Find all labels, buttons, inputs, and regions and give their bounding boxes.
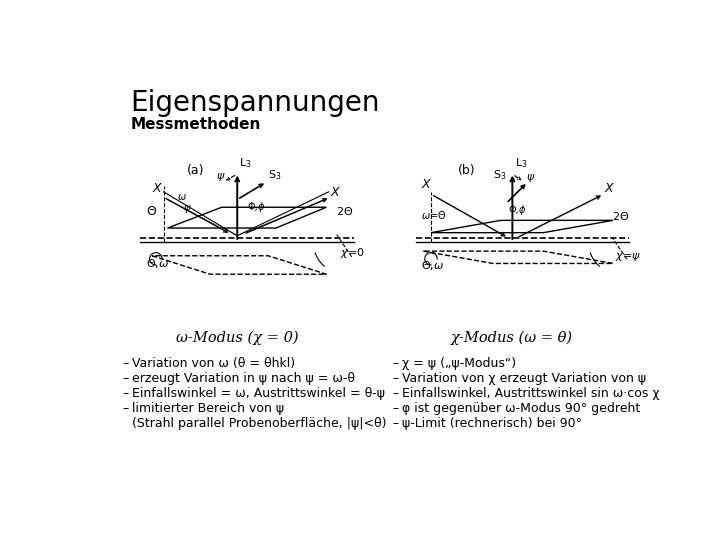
Text: –: – <box>122 357 129 370</box>
Text: $\chi$=0: $\chi$=0 <box>340 246 364 260</box>
Text: –: – <box>392 387 398 401</box>
Text: $X$: $X$ <box>421 178 432 191</box>
Text: –: – <box>122 402 129 415</box>
Text: Einfallswinkel = ω, Austrittswinkel = θ-ψ: Einfallswinkel = ω, Austrittswinkel = θ-… <box>132 387 385 401</box>
Text: $\omega$=$\Theta$: $\omega$=$\Theta$ <box>421 209 446 221</box>
Text: $\psi$: $\psi$ <box>215 171 225 183</box>
Text: $\Theta$,$\omega$: $\Theta$,$\omega$ <box>145 256 169 269</box>
Text: $\Theta$,$\omega$: $\Theta$,$\omega$ <box>421 259 444 272</box>
Text: S$_3$: S$_3$ <box>269 168 282 182</box>
Text: $\Phi$,$\phi$: $\Phi$,$\phi$ <box>508 202 527 217</box>
Text: –: – <box>122 387 129 401</box>
Text: φ ist gegenüber ω-Modus 90° gedreht: φ ist gegenüber ω-Modus 90° gedreht <box>402 402 640 415</box>
Text: Variation von χ erzeugt Variation von ψ: Variation von χ erzeugt Variation von ψ <box>402 373 646 386</box>
Text: ψ-Limit (rechnerisch) bei 90°: ψ-Limit (rechnerisch) bei 90° <box>402 417 582 430</box>
Text: Einfallswinkel, Austrittswinkel sin ω·cos χ: Einfallswinkel, Austrittswinkel sin ω·co… <box>402 387 660 401</box>
Text: Eigenspannungen: Eigenspannungen <box>130 90 380 117</box>
Text: –: – <box>122 373 129 386</box>
Text: ω-Modus (χ = 0): ω-Modus (χ = 0) <box>176 330 299 345</box>
Text: –: – <box>392 417 398 430</box>
Text: $\psi$: $\psi$ <box>183 203 192 215</box>
Text: 2$\Theta$: 2$\Theta$ <box>336 205 354 217</box>
Text: $X$: $X$ <box>152 182 163 195</box>
Text: limitierter Bereich von ψ: limitierter Bereich von ψ <box>132 402 284 415</box>
Text: S$_3$: S$_3$ <box>493 168 506 182</box>
Text: (b): (b) <box>458 164 476 177</box>
Text: –: – <box>392 373 398 386</box>
Text: $\Phi$,$\phi$: $\Phi$,$\phi$ <box>246 200 266 213</box>
Text: –: – <box>392 402 398 415</box>
Text: Variation von ω (θ = θhkl): Variation von ω (θ = θhkl) <box>132 357 295 370</box>
Text: $\psi$: $\psi$ <box>526 172 536 184</box>
Text: $\omega$: $\omega$ <box>177 192 186 201</box>
Text: erzeugt Variation in ψ nach ψ = ω-θ: erzeugt Variation in ψ nach ψ = ω-θ <box>132 373 355 386</box>
Text: 2$\Theta$: 2$\Theta$ <box>611 211 629 222</box>
Text: χ = ψ („ψ-Modus“): χ = ψ („ψ-Modus“) <box>402 357 516 370</box>
Text: Messmethoden: Messmethoden <box>130 117 261 132</box>
Text: –: – <box>392 357 398 370</box>
Text: $\Theta$: $\Theta$ <box>145 205 157 218</box>
Text: (a): (a) <box>187 164 204 177</box>
Text: L$_3$: L$_3$ <box>516 157 528 170</box>
Text: $X$: $X$ <box>330 186 341 199</box>
Text: L$_3$: L$_3$ <box>239 157 251 170</box>
Text: (Strahl parallel Probenoberfläche, |ψ|<θ): (Strahl parallel Probenoberfläche, |ψ|<θ… <box>132 417 387 430</box>
Text: $\chi$=$\psi$: $\chi$=$\psi$ <box>615 251 641 263</box>
Text: χ-Modus (ω = θ): χ-Modus (ω = θ) <box>451 330 573 345</box>
Text: $X$: $X$ <box>604 182 615 195</box>
